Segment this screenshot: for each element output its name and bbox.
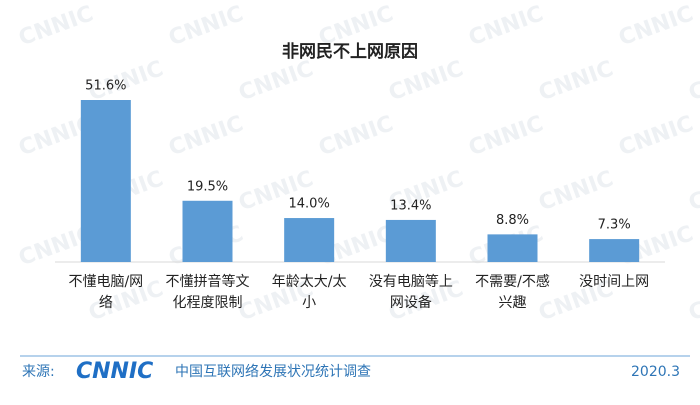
watermark: CNNIC — [16, 1, 97, 51]
bar — [284, 218, 335, 262]
watermark: CNNIC — [536, 166, 617, 216]
watermark: CNNIC — [166, 111, 247, 161]
chart-title: 非网民不上网原因 — [282, 41, 418, 62]
value-label: 14.0% — [289, 197, 330, 212]
source-label: 来源: — [22, 364, 55, 380]
value-label: 51.6% — [85, 79, 126, 94]
watermark: CNNIC — [466, 1, 547, 51]
x-tick-label: 没时间上网 — [579, 274, 649, 290]
value-label: 8.8% — [496, 213, 529, 228]
watermark: CNNIC — [616, 111, 697, 161]
x-tick-label: 不懂电脑/网络 — [68, 274, 143, 311]
watermark: CNNIC — [536, 56, 617, 106]
watermark: CNNIC — [236, 56, 317, 106]
watermark: CNNIC — [686, 166, 700, 216]
watermark: CNNIC — [686, 276, 700, 326]
watermark: CNNIC — [616, 1, 697, 51]
watermark: CNNIC — [316, 111, 397, 161]
survey-name: 中国互联网络发展状况统计调查 — [175, 364, 371, 380]
watermark: CNNIC — [466, 111, 547, 161]
bar — [589, 239, 640, 262]
bar — [487, 234, 538, 262]
date: 2020.3 — [631, 364, 680, 380]
value-label: 7.3% — [598, 218, 631, 233]
x-tick-label: 没有电脑等上网设备 — [369, 273, 453, 311]
x-tick-label: 不懂拼音等文化程度限制 — [166, 273, 250, 311]
bar — [80, 100, 131, 262]
x-tick-label: 年龄太大/太小 — [272, 274, 347, 311]
x-tick-label: 不需要/不感兴趣 — [475, 273, 550, 311]
watermark: CNNIC — [686, 56, 700, 106]
value-label: 13.4% — [390, 198, 431, 213]
watermark: CNNIC — [386, 56, 467, 106]
watermark: CNNIC — [166, 1, 247, 51]
value-label: 19.5% — [187, 179, 228, 194]
bar — [182, 200, 233, 262]
bar — [385, 219, 436, 262]
logo: CNNIC — [76, 359, 153, 384]
